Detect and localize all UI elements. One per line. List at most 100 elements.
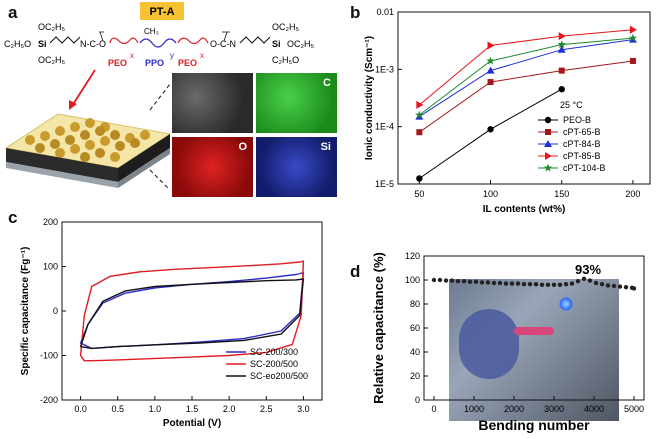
chart-b-line-cPT-65-B: [419, 60, 633, 133]
dashed-line-top: [149, 83, 171, 111]
silicon-map-label: Si: [320, 141, 331, 153]
chart-b-xtick-label: 50: [414, 189, 424, 199]
alligator-clip: [514, 327, 554, 335]
chart-b-legend-label: cPT-84-B: [563, 139, 601, 149]
chart-b-legend-label: cPT-65-B: [563, 127, 601, 137]
chart-c-xtick-label: 1.0: [149, 404, 162, 414]
chart-d-ytick-label: 80: [410, 299, 420, 309]
chart-b-point-cPT-65-B: [487, 79, 494, 86]
chart-c-ytick-label: 200: [43, 217, 58, 227]
chart-b-point-cPT-84-B: [557, 45, 566, 53]
membrane-front: [6, 148, 118, 182]
chart-b-point-cPT-104-B: [628, 33, 638, 42]
chart-c-legend-label: SC-200/500: [250, 359, 298, 369]
chart-d-ytick-label: 40: [410, 347, 420, 357]
peo-sub-x1: x: [130, 51, 134, 60]
chart-b-line-cPT-104-B: [419, 37, 633, 116]
chart-b-point-PEO-B: [558, 86, 565, 93]
end-group-4: OC₂H₅: [272, 22, 299, 32]
chart-b-ytick-label: 1E-3: [375, 64, 394, 74]
chart-b-point-cPT-104-B: [486, 56, 495, 65]
chart-b-point-PEO-B: [487, 126, 494, 133]
chart-c-xtick-label: 2.0: [223, 404, 236, 414]
led-glow: [559, 297, 573, 311]
panel-c-letter: c: [8, 208, 18, 227]
chart-c-ytick-label: 100: [43, 262, 58, 272]
chart-b-line-PEO-B: [419, 88, 562, 179]
chart-b-point-cPT-85-B: [629, 25, 637, 34]
chart-b-point-cPT-65-B: [629, 57, 636, 64]
chart-c-loop-SC-200/500: [79, 260, 305, 362]
chart-b-ytick-label: 0.01: [376, 7, 394, 17]
chart-d-ytick-label: 60: [410, 323, 420, 333]
methyl-group: CH₃: [144, 27, 159, 36]
peo-label-right: PEO: [178, 58, 197, 68]
chart-c-xtick-label: 1.5: [186, 404, 199, 414]
silicon-map: Si: [256, 137, 337, 197]
chart-b-point-cPT-65-B: [416, 129, 423, 136]
chart-b-ylabel: Ionic conductivity (Scm⁻¹): [364, 36, 375, 160]
chart-d-ytick-label: 120: [405, 251, 420, 261]
chart-b-point-cPT-65-B: [558, 67, 565, 74]
carbon-map: C: [256, 73, 337, 133]
chart-d-xtick-label: 0: [431, 404, 436, 414]
membrane-particles: [25, 118, 150, 162]
chart-d-annotation: 93%: [575, 262, 601, 277]
chart-b-annotation: 25 °C: [560, 100, 583, 110]
chart-b-legend-marker: [544, 140, 552, 147]
chart-c-ylabel: Specific capacitance (Fg⁻¹): [20, 247, 31, 376]
pt-a-tag-bg: [140, 2, 184, 20]
chart-b-point-cPT-85-B: [487, 41, 495, 50]
chart-c-frame: [61, 221, 323, 401]
chart-c-xtick-label: 2.5: [260, 404, 273, 414]
chart-c-ytick-label: -100: [40, 351, 58, 361]
panel-d-letter: d: [350, 262, 361, 281]
si-atom-right: Si: [272, 39, 281, 49]
chart-d-point: [443, 278, 449, 283]
chart-b-legend-marker: [545, 152, 552, 160]
chart-d-ylabel: Relative capacitance (%): [371, 252, 386, 404]
chart-b-ytick-label: 1E-5: [375, 179, 394, 189]
chart-c-legend-label: SC-200/300: [250, 347, 298, 357]
membrane-base-front: [6, 162, 118, 188]
chart-b-xtick-label: 100: [483, 189, 498, 199]
panel-b-letter: b: [350, 3, 361, 22]
chart-c-xtick-label: 0.0: [74, 404, 87, 414]
oxygen-map-label: O: [238, 141, 247, 153]
chart-b-legend-label: PEO-B: [563, 115, 591, 125]
chart-b-point-cPT-84-B: [486, 66, 495, 74]
end-group-5: OC₂H₅: [287, 39, 314, 49]
chart-b-point-cPT-104-B: [557, 40, 566, 49]
chart-d-ytick-label: 100: [405, 275, 420, 285]
si-atom-left: Si: [38, 39, 47, 49]
chart-b-ytick-label: 1E-4: [375, 122, 394, 132]
chart-b-legend-label: cPT-104-B: [563, 163, 606, 173]
panel-a-graphic: PT-A C₂H₅O OC₂H₅ OC₂H₅ Si N-C-O x PEO CH…: [4, 2, 314, 191]
chart-b-frame: [397, 11, 651, 185]
peo-chain-right: [177, 37, 209, 45]
chart-d-point: [629, 285, 635, 290]
chart-b-point-cPT-85-B: [558, 32, 566, 41]
ppo-sub-y: y: [170, 51, 174, 60]
propyl-chain-left: [49, 36, 81, 44]
propyl-chain-right: [239, 36, 271, 44]
chart-d-ytick-label: 20: [410, 371, 420, 381]
membrane-side: [118, 134, 170, 182]
membrane-base-side: [118, 148, 170, 188]
chart-b-point-cPT-84-B: [415, 112, 424, 120]
chart-d-point: [431, 277, 437, 283]
chart-b-xtick-label: 150: [554, 189, 569, 199]
linker-left: N-C-O: [80, 39, 106, 49]
pointer-arrowhead: [69, 100, 77, 110]
chart-d-point: [631, 286, 637, 291]
end-group-6: C₂H₅O: [272, 55, 299, 65]
chart-c-ytick-label: -200: [40, 395, 58, 405]
chart-b-legend-marker: [545, 129, 551, 135]
chart-b-point-cPT-84-B: [628, 35, 637, 43]
ppo-chain: [139, 38, 177, 48]
oxygen-map: O: [172, 137, 253, 197]
peo-label-left: PEO: [108, 58, 127, 68]
chart-c-loop-SC-200/300: [79, 272, 305, 350]
chart-b-point-PEO-B: [416, 175, 423, 182]
chart-c-ytick-label: 0: [53, 306, 58, 316]
